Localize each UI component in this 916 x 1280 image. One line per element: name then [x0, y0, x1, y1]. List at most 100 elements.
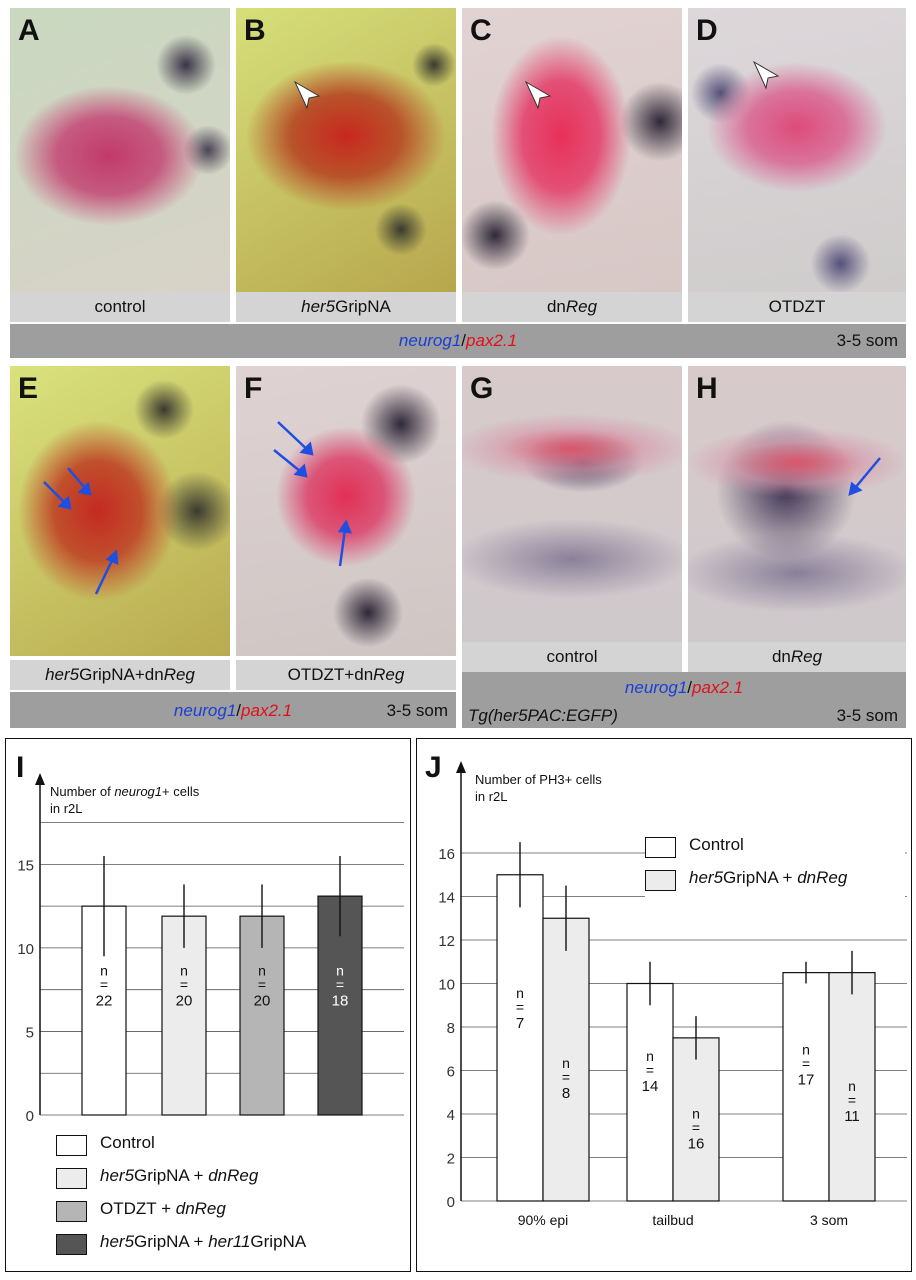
legend-label: OTDZT + dnReg	[100, 1199, 226, 1219]
n-label: =	[100, 977, 108, 993]
marker-separator: /	[687, 678, 693, 697]
bar	[672, 1037, 720, 1202]
y-axis-arrow	[456, 761, 466, 773]
arrows-icon	[43, 467, 119, 595]
marker-neurog1: neurog1	[173, 701, 237, 720]
caption-part: Reg	[163, 665, 195, 684]
legend-label-part: dnReg	[208, 1166, 259, 1185]
n-label: =	[258, 977, 266, 993]
stage-label: 3-5 som	[836, 331, 898, 350]
panel-b-image: B	[236, 8, 456, 292]
legend-swatch	[56, 1234, 87, 1255]
y-axis-label: Number of neurog1+ cells in r2L	[50, 783, 199, 817]
y-axis-label: Number of PH3+ cells in r2L	[475, 771, 602, 805]
stage-label: 3-5 som	[836, 706, 898, 725]
x-tick-label: 90% epi	[518, 1212, 569, 1228]
caption-part: Reg	[790, 647, 823, 666]
y-axis-label-line2: in r2L	[50, 801, 83, 816]
y-tick-label: 10	[17, 941, 34, 958]
y-axis-label-suffix: + cells	[162, 784, 200, 799]
y-tick-label: 8	[447, 1020, 455, 1037]
y-tick-label: 5	[26, 1024, 34, 1041]
y-axis-label-line1: Number of PH3+ cells	[475, 772, 602, 787]
legend-label-part: dnReg	[797, 868, 848, 887]
panel-f-image: F	[236, 366, 456, 656]
n-label: n	[562, 1055, 570, 1071]
y-tick-label: 10	[438, 977, 455, 994]
panel-letter: D	[696, 14, 718, 47]
legend-label: her5GripNA + dnReg	[689, 868, 847, 888]
legend-swatch	[645, 837, 676, 858]
y-tick-label: 15	[17, 857, 34, 874]
legend-label-part: Control	[100, 1133, 155, 1152]
caption-part: control	[546, 647, 598, 666]
n-label: =	[562, 1069, 570, 1085]
legend-label-part: her5	[100, 1232, 135, 1251]
arrow-icon	[848, 457, 881, 497]
legend-label-part: GripNA +	[134, 1166, 209, 1185]
n-label: =	[692, 1119, 700, 1135]
legend-label-part: Control	[689, 835, 744, 854]
panel-h-caption: dnReg	[688, 642, 906, 672]
panel-letter: C	[470, 14, 492, 47]
legend-label-part: her5	[689, 868, 724, 887]
caption-part: control	[94, 297, 146, 316]
panel-letter: H	[696, 372, 718, 405]
n-label: n	[180, 963, 188, 979]
n-label: n	[848, 1078, 856, 1094]
y-axis-label-line2: in r2L	[475, 789, 508, 804]
chart-j-legend: Control her5GripNA + dnReg	[645, 833, 905, 899]
n-label: =	[336, 977, 344, 993]
marker-band-mid-left: neurog1/pax2.1 3-5 som	[10, 692, 456, 728]
marker-pax2: pax2.1	[466, 331, 518, 350]
panel-e-caption: her5GripNA+dnReg	[10, 660, 230, 690]
caption-part: Reg	[565, 297, 598, 316]
bar	[239, 915, 285, 1116]
marker-separator: /	[236, 701, 242, 720]
y-axis-arrow	[35, 773, 45, 785]
n-label: n	[336, 963, 344, 979]
n-label: =	[180, 977, 188, 993]
n-label: n	[100, 963, 108, 979]
panel-h-image: H	[688, 366, 906, 642]
bar	[161, 915, 207, 1116]
bar	[626, 982, 674, 1202]
legend-label: her5GripNA + her11GripNA	[100, 1232, 306, 1252]
marker-pax2: pax2.1	[692, 678, 744, 697]
caption-part: dn	[546, 297, 566, 316]
n-value: 16	[688, 1135, 705, 1152]
n-label: n	[516, 985, 524, 1001]
n-value: 18	[332, 993, 349, 1010]
marker-neurog1: neurog1	[398, 331, 462, 350]
legend-label-part: her11	[208, 1232, 251, 1251]
marker-band-top: neurog1/pax2.1 3-5 som	[10, 324, 906, 358]
panel-g-image: G	[462, 366, 682, 642]
caption-part: OTDZT+dn	[287, 665, 374, 684]
panel-a-image: A	[10, 8, 230, 292]
legend-swatch	[645, 870, 676, 891]
marker-band-mid-right: neurog1/pax2.1 Tg(her5PAC:EGFP) 3-5 som	[462, 672, 906, 728]
n-label: =	[848, 1092, 856, 1108]
y-tick-label: 16	[438, 846, 455, 863]
y-tick-label: 0	[26, 1108, 34, 1125]
chart-j-panel: J Number of PH3+ cells in r2L 0 2 4 6 8 10 12 1…	[416, 738, 912, 1272]
legend-swatch	[56, 1135, 87, 1156]
panel-letter: F	[244, 372, 263, 405]
caption-part: OTDZT	[768, 297, 826, 316]
panel-letter: E	[18, 372, 39, 405]
panel-letter: J	[425, 751, 442, 784]
n-label: n	[802, 1042, 810, 1058]
panel-letter: A	[18, 14, 40, 47]
legend-label-part: GripNA	[250, 1232, 307, 1251]
panel-g-caption: control	[462, 642, 682, 672]
panel-d-caption: OTDZT	[688, 292, 906, 322]
transgene-label: Tg(her5PAC:EGFP)	[468, 706, 618, 725]
marker-pax2: pax2.1	[241, 701, 293, 720]
legend-item: OTDZT + dnReg	[56, 1197, 406, 1230]
panel-e-image: E	[10, 366, 230, 656]
legend-label: her5GripNA + dnReg	[100, 1166, 258, 1186]
n-label: =	[646, 1062, 654, 1078]
y-tick-label: 6	[447, 1064, 455, 1081]
